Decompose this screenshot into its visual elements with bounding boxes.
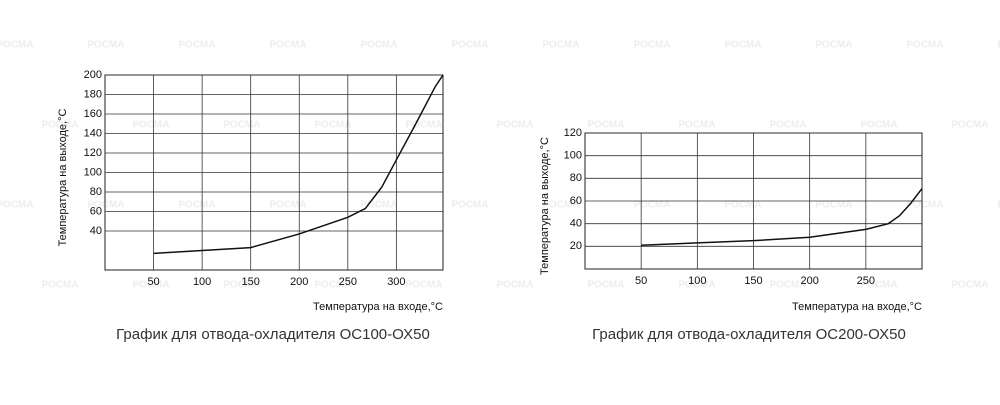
y-tick-label: 180 bbox=[84, 88, 102, 100]
watermark: РОСМА bbox=[497, 280, 534, 291]
x-tick-label: 150 bbox=[744, 275, 762, 287]
watermark: РОСМА bbox=[0, 200, 33, 211]
watermark: РОСМА bbox=[361, 40, 398, 51]
watermark: РОСМА bbox=[497, 120, 534, 131]
watermark: РОСМА bbox=[816, 200, 853, 211]
x-axis-label: Температура на входе,°С bbox=[313, 301, 443, 313]
watermark: РОСМА bbox=[224, 280, 261, 291]
chart-title: График для отвода-охладителя ОС200-ОХ50 bbox=[592, 326, 906, 343]
y-tick-label: 20 bbox=[570, 240, 582, 252]
x-tick-label: 50 bbox=[635, 275, 647, 287]
watermark: РОСМА bbox=[998, 200, 1000, 211]
chart-title: График для отвода-охладителя ОС100-ОХ50 bbox=[116, 326, 430, 343]
x-tick-label: 200 bbox=[800, 275, 818, 287]
watermark: РОСМА bbox=[315, 120, 352, 131]
y-tick-label: 60 bbox=[570, 195, 582, 207]
watermark: РОСМА bbox=[406, 280, 443, 291]
x-tick-label: 50 bbox=[147, 276, 159, 288]
watermark: РОСМА bbox=[679, 120, 716, 131]
watermark: РОСМА bbox=[42, 120, 79, 131]
watermark: РОСМА bbox=[361, 200, 398, 211]
y-tick-label: 80 bbox=[90, 186, 102, 198]
y-tick-label: 160 bbox=[84, 108, 102, 120]
watermark: РОСМА bbox=[270, 200, 307, 211]
x-tick-label: 150 bbox=[242, 276, 260, 288]
y-tick-label: 120 bbox=[84, 147, 102, 159]
watermark: РОСМА bbox=[770, 120, 807, 131]
data-line bbox=[153, 74, 444, 255]
x-tick-label: 100 bbox=[193, 276, 211, 288]
watermark: РОСМА bbox=[725, 200, 762, 211]
watermark: РОСМА bbox=[133, 120, 170, 131]
y-tick-label: 100 bbox=[564, 150, 582, 162]
y-axis-label: Температура на выходе,°С bbox=[539, 137, 551, 275]
x-tick-label: 100 bbox=[688, 275, 706, 287]
watermark: РОСМА bbox=[270, 40, 307, 51]
y-tick-label: 60 bbox=[90, 205, 102, 217]
watermark: РОСМА bbox=[634, 40, 671, 51]
watermark: РОСМА bbox=[907, 40, 944, 51]
y-tick-label: 80 bbox=[570, 172, 582, 184]
watermark: РОСМА bbox=[952, 120, 989, 131]
watermark: РОСМА bbox=[224, 120, 261, 131]
watermark: РОСМА bbox=[88, 40, 125, 51]
watermark: РОСМА bbox=[88, 200, 125, 211]
y-tick-label: 120 bbox=[564, 127, 582, 139]
watermark: РОСМА bbox=[725, 40, 762, 51]
watermark: РОСМА bbox=[406, 120, 443, 131]
watermark: РОСМА bbox=[588, 120, 625, 131]
watermark: РОСМА bbox=[861, 280, 898, 291]
watermark: РОСМА bbox=[816, 40, 853, 51]
watermark: РОСМА bbox=[588, 280, 625, 291]
watermark: РОСМА bbox=[634, 200, 671, 211]
watermark: РОСМА bbox=[42, 280, 79, 291]
watermark: РОСМА bbox=[452, 200, 489, 211]
y-tick-label: 140 bbox=[84, 127, 102, 139]
watermark: РОСМА bbox=[543, 40, 580, 51]
x-tick-label: 250 bbox=[857, 275, 875, 287]
watermark: РОСМА bbox=[133, 280, 170, 291]
watermark: РОСМА bbox=[952, 280, 989, 291]
data-line bbox=[641, 188, 923, 246]
watermark: РОСМА bbox=[861, 120, 898, 131]
y-axis-label: Температура на выходе,°С bbox=[57, 109, 69, 247]
y-tick-label: 40 bbox=[90, 225, 102, 237]
watermark: РОСМА bbox=[315, 280, 352, 291]
y-tick-label: 40 bbox=[570, 218, 582, 230]
x-tick-label: 300 bbox=[387, 276, 405, 288]
watermark: РОСМА bbox=[452, 40, 489, 51]
x-tick-label: 250 bbox=[339, 276, 357, 288]
y-tick-label: 100 bbox=[84, 166, 102, 178]
x-axis-label: Температура на входе,°С bbox=[792, 301, 922, 313]
watermark: РОСМА bbox=[998, 40, 1000, 51]
watermark: РОСМА bbox=[543, 200, 580, 211]
watermark: РОСМА bbox=[0, 40, 33, 51]
watermark: РОСМА bbox=[179, 40, 216, 51]
watermark: РОСМА bbox=[907, 200, 944, 211]
watermark: РОСМА bbox=[770, 280, 807, 291]
x-tick-label: 200 bbox=[290, 276, 308, 288]
y-tick-label: 200 bbox=[84, 69, 102, 81]
watermark: РОСМА bbox=[179, 200, 216, 211]
watermark: РОСМА bbox=[679, 280, 716, 291]
